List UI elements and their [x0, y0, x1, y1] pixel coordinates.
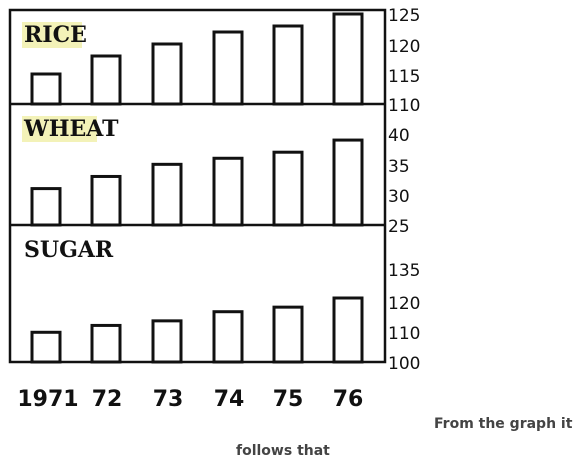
chart-frame: [8, 8, 387, 364]
wheat-ytick-30: 30: [388, 187, 410, 207]
rice-bar-75: [272, 24, 304, 106]
x-label-73: 73: [153, 387, 184, 412]
rice-ytick-115: 115: [388, 67, 420, 87]
wheat-bar-75: [272, 150, 304, 227]
wheat-ytick-40: 40: [388, 126, 410, 146]
caption-line-1: From the graph it: [434, 416, 573, 432]
sugar-ytick-135: 135: [388, 261, 420, 281]
x-label-1971: 1971: [17, 387, 78, 412]
wheat-bar-72: [90, 174, 122, 227]
rice-ytick-120: 120: [388, 37, 420, 57]
wheat-bar-1971: [30, 187, 62, 227]
wheat-panel-title: WHEAT: [23, 116, 119, 142]
sugar-ytick-110: 110: [388, 324, 420, 344]
rice-ytick-125: 125: [388, 6, 420, 26]
sugar-bar-1971: [30, 330, 62, 364]
sugar-panel-title: SUGAR: [24, 237, 114, 263]
wheat-title-highlight: [22, 116, 97, 142]
wheat-bar-73: [151, 162, 183, 227]
sugar-ytick-100: 100: [388, 354, 420, 374]
x-label-75: 75: [273, 387, 304, 412]
rice-bar-1971: [30, 72, 62, 106]
rice-bar-72: [90, 54, 122, 106]
sugar-bar-74: [212, 310, 244, 364]
x-label-74: 74: [214, 387, 245, 412]
rice-bar-76: [332, 12, 364, 106]
sugar-ytick-120: 120: [388, 294, 420, 314]
x-label-76: 76: [333, 387, 364, 412]
wheat-ytick-25: 25: [388, 217, 410, 237]
sugar-bar-72: [90, 323, 122, 364]
wheat-ytick-35: 35: [388, 157, 410, 177]
sugar-bar-73: [151, 319, 183, 364]
sugar-bar-75: [272, 305, 304, 364]
rice-bar-74: [212, 30, 244, 106]
rice-panel-title: RICE: [24, 22, 87, 48]
rice-title-highlight: [22, 22, 82, 48]
wheat-bar-76: [332, 138, 364, 227]
rice-bar-73: [151, 42, 183, 106]
caption-line-2: follows that: [236, 443, 330, 459]
rice-ytick-110: 110: [388, 96, 420, 116]
wheat-bar-74: [212, 156, 244, 227]
x-label-72: 72: [92, 387, 123, 412]
sugar-bar-76: [332, 296, 364, 364]
